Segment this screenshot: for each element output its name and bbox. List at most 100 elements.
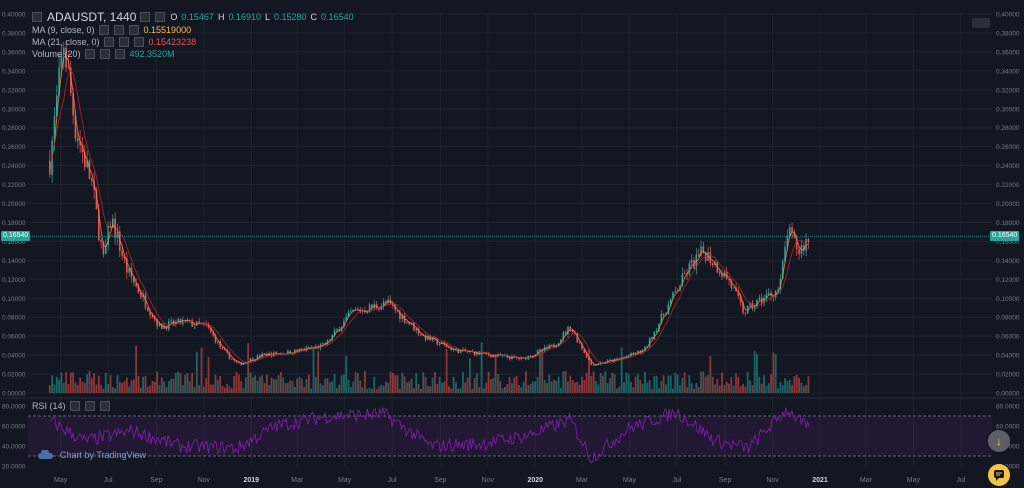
close-icon[interactable] [114, 49, 125, 59]
volume-bar [751, 385, 754, 393]
close-value: 0.16540 [321, 12, 354, 22]
candle-body [62, 47, 65, 56]
y-tick-label: 0.28000 [996, 125, 1020, 132]
volume-bar [298, 376, 301, 393]
toolbar-menu-icon[interactable] [972, 18, 990, 28]
eye-icon[interactable] [69, 401, 80, 411]
volume-bar [172, 378, 175, 393]
volume-bar [191, 372, 194, 393]
volume-bar [655, 376, 658, 393]
candle-body [560, 339, 562, 344]
chat-button[interactable] [988, 464, 1010, 486]
volume-bar [480, 342, 483, 393]
volume-bar [244, 377, 247, 393]
volume-bar [760, 383, 763, 393]
candle-body [578, 342, 581, 344]
candle-body [448, 347, 450, 349]
candle-body [126, 258, 128, 273]
candle-body [606, 360, 609, 363]
candle-body [345, 316, 348, 321]
x-tick-label: 2020 [527, 477, 543, 484]
volume-bar [403, 376, 406, 393]
volume-bar [478, 387, 481, 393]
candle-body [632, 352, 635, 354]
collapse-icon[interactable] [32, 12, 42, 22]
volume-bar [578, 384, 581, 393]
volume-bar [121, 382, 124, 393]
candle-body [74, 115, 77, 139]
candle-body [669, 298, 672, 305]
volume-bar [254, 375, 257, 393]
eye-icon[interactable] [103, 37, 114, 47]
volume-bar [387, 382, 390, 393]
candle-body [193, 325, 196, 327]
volume-bar [592, 371, 595, 393]
candle-body [60, 55, 63, 68]
close-icon[interactable] [133, 37, 144, 47]
y-tick-label: 0.16000 [2, 239, 26, 246]
candle-body [700, 246, 702, 256]
volume-bar [534, 381, 537, 393]
volume-bar [422, 372, 425, 393]
y-tick-label: 0.06000 [2, 334, 26, 341]
candle-body [266, 353, 268, 357]
eye-icon[interactable] [140, 12, 151, 22]
candle-body [147, 307, 149, 312]
close-icon[interactable] [128, 25, 139, 35]
eye-icon[interactable] [84, 49, 95, 59]
volume-bar [443, 381, 446, 393]
volume-bar [79, 377, 82, 393]
y-tick-label: 0.40000 [996, 12, 1020, 19]
volume-bar [599, 373, 602, 393]
volume-bar [606, 383, 609, 393]
volume-bar [492, 377, 495, 393]
volume-bar [777, 388, 779, 393]
x-tick-label: Jul [104, 477, 113, 484]
volume-bar [408, 381, 411, 393]
candle-body [653, 331, 656, 339]
volume-bar [515, 375, 518, 393]
volume-bar [216, 379, 219, 393]
candle-body [588, 357, 590, 360]
volume-bar [413, 388, 415, 393]
settings-icon[interactable] [99, 49, 110, 59]
volume-bar [207, 357, 210, 393]
volume-bar [739, 386, 742, 393]
settings-icon[interactable] [118, 37, 129, 47]
volume-bar [597, 384, 600, 393]
volume-bar [805, 384, 807, 393]
volume-bar [737, 376, 740, 393]
candle-body [609, 359, 611, 361]
settings-icon[interactable] [84, 401, 95, 411]
candle-body [350, 311, 352, 313]
candle-body [53, 116, 56, 141]
volume-bar [284, 382, 287, 393]
volume-bar [214, 374, 217, 393]
candle-body [795, 237, 798, 250]
eye-icon[interactable] [98, 25, 109, 35]
candle-body [562, 332, 565, 340]
volume-bar [151, 380, 154, 393]
volume-bar [249, 372, 252, 393]
settings-icon[interactable] [155, 12, 166, 22]
close-icon[interactable] [99, 401, 110, 411]
x-tick-label: Mar [291, 477, 304, 484]
tradingview-brand[interactable]: Chart by TradingView [38, 450, 146, 460]
volume-bar [525, 371, 527, 393]
y-tick-label: 0.20000 [2, 201, 26, 208]
candle-body [238, 362, 240, 364]
y-tick-label: 0.32000 [2, 87, 26, 94]
volume-bar [471, 388, 474, 393]
volume-bar [742, 383, 744, 393]
download-button[interactable]: ↓ [988, 430, 1010, 452]
ma21-value: 0.15423238 [148, 37, 197, 47]
candle-body [140, 292, 142, 298]
volume-bar [536, 376, 539, 393]
candle-body [721, 274, 723, 277]
volume-bar [483, 388, 485, 393]
volume-bar [620, 347, 623, 393]
y-tick-label: 0.06000 [996, 334, 1020, 341]
candle-body [156, 319, 158, 327]
settings-icon[interactable] [113, 25, 124, 35]
